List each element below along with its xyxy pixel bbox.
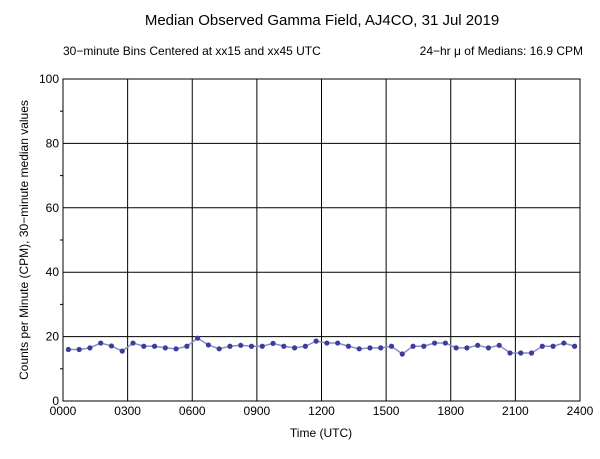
chart-subtitle-right: 24−hr μ of Medians: 16.9 CPM	[420, 44, 583, 58]
data-point	[141, 343, 147, 349]
data-point	[475, 342, 481, 348]
data-point	[270, 340, 276, 346]
y-tick-label: 80	[46, 136, 60, 150]
data-point	[65, 346, 71, 353]
x-tick-label: 2100	[502, 404, 529, 418]
data-point	[410, 343, 416, 349]
data-point	[539, 343, 545, 349]
data-point	[335, 340, 341, 346]
data-point	[227, 343, 233, 349]
x-tick-label: 1200	[308, 404, 335, 418]
data-point	[281, 343, 287, 349]
x-tick-label: 0000	[50, 404, 77, 418]
data-point	[431, 340, 438, 346]
chart-title: Median Observed Gamma Field, AJ4CO, 31 J…	[145, 12, 499, 29]
data-point	[442, 340, 448, 346]
data-point	[151, 343, 158, 349]
x-axis-label: Time (UTC)	[290, 426, 352, 440]
y-tick-label: 20	[46, 330, 60, 344]
data-point	[291, 345, 298, 351]
data-point	[108, 343, 115, 349]
data-point	[324, 340, 330, 346]
y-tick-label: 40	[46, 265, 60, 279]
x-tick-label: 0600	[179, 404, 206, 418]
data-point	[130, 340, 136, 346]
data-point	[76, 346, 82, 353]
data-point	[464, 345, 470, 351]
data-point	[550, 343, 556, 349]
data-point	[248, 343, 255, 349]
data-point	[421, 343, 427, 349]
data-point	[561, 340, 567, 346]
y-tick-label: 60	[46, 201, 60, 215]
y-tick-label: 0	[52, 394, 59, 408]
data-point	[119, 348, 125, 354]
data-point	[388, 343, 395, 349]
x-tick-label: 2400	[567, 404, 594, 418]
data-point	[507, 350, 513, 356]
data-point	[302, 343, 308, 349]
data-point	[367, 345, 373, 351]
x-tick-label: 0900	[244, 404, 271, 418]
data-point	[356, 346, 362, 352]
data-point	[313, 338, 319, 344]
data-point	[528, 350, 535, 356]
data-point	[162, 345, 168, 351]
data-point	[399, 351, 405, 357]
data-point	[496, 342, 502, 348]
x-tick-label: 1800	[437, 404, 464, 418]
data-point	[216, 346, 222, 352]
y-axis-label: Counts per Minute (CPM), 30−minute media…	[17, 100, 31, 380]
data-point	[453, 345, 459, 351]
data-point	[87, 345, 93, 351]
data-point	[518, 350, 524, 356]
data-point	[205, 342, 212, 348]
data-point	[572, 343, 578, 349]
data-point	[195, 335, 201, 341]
data-point	[173, 346, 179, 352]
data-point	[184, 343, 190, 349]
chart-subtitle-left: 30−minute Bins Centered at xx15 and xx45…	[63, 44, 321, 58]
data-point	[98, 340, 104, 346]
data-point	[485, 345, 492, 351]
data-point	[345, 343, 352, 349]
x-tick-label: 1500	[373, 404, 400, 418]
x-tick-label: 0300	[114, 404, 141, 418]
data-point	[259, 343, 265, 349]
data-point	[238, 342, 244, 348]
y-tick-label: 100	[39, 72, 59, 86]
data-point	[378, 345, 384, 351]
